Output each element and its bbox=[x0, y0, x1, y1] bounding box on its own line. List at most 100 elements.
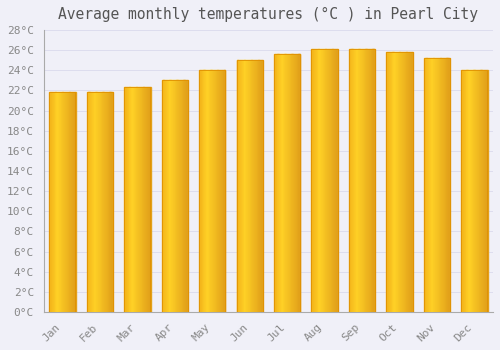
Bar bbox=[165, 80, 166, 312]
Bar bbox=[90, 92, 92, 312]
Title: Average monthly temperatures (°C ) in Pearl City: Average monthly temperatures (°C ) in Pe… bbox=[58, 7, 478, 22]
Bar bbox=[236, 60, 262, 312]
Bar bbox=[148, 88, 149, 312]
Bar bbox=[466, 70, 468, 312]
Bar bbox=[358, 49, 360, 312]
Bar bbox=[184, 80, 186, 312]
Bar bbox=[146, 88, 147, 312]
Bar bbox=[176, 80, 178, 312]
Bar bbox=[477, 70, 478, 312]
Bar bbox=[162, 80, 164, 312]
Bar bbox=[281, 54, 282, 312]
Bar bbox=[442, 58, 443, 312]
Bar bbox=[106, 92, 107, 312]
Bar bbox=[91, 92, 92, 312]
Bar bbox=[142, 88, 144, 312]
Bar bbox=[247, 60, 248, 312]
Bar bbox=[52, 92, 53, 312]
Bar bbox=[372, 49, 374, 312]
Bar bbox=[172, 80, 173, 312]
Bar bbox=[208, 70, 210, 312]
Bar bbox=[242, 60, 243, 312]
Bar bbox=[66, 92, 67, 312]
Bar bbox=[293, 54, 294, 312]
Bar bbox=[200, 70, 201, 312]
Bar bbox=[186, 80, 187, 312]
Bar bbox=[236, 60, 238, 312]
Bar bbox=[370, 49, 372, 312]
Bar bbox=[219, 70, 220, 312]
Bar bbox=[59, 92, 60, 312]
Bar bbox=[290, 54, 292, 312]
Bar bbox=[426, 58, 428, 312]
Bar bbox=[50, 92, 76, 312]
Bar bbox=[403, 52, 404, 312]
Bar bbox=[350, 49, 351, 312]
Bar bbox=[409, 52, 410, 312]
Bar bbox=[105, 92, 106, 312]
Bar bbox=[168, 80, 169, 312]
Bar bbox=[166, 80, 167, 312]
Bar bbox=[256, 60, 258, 312]
Bar bbox=[187, 80, 188, 312]
Bar bbox=[355, 49, 356, 312]
Bar bbox=[202, 70, 203, 312]
Bar bbox=[472, 70, 474, 312]
Bar bbox=[480, 70, 482, 312]
Bar bbox=[60, 92, 61, 312]
Bar bbox=[400, 52, 402, 312]
Bar bbox=[464, 70, 465, 312]
Bar bbox=[354, 49, 355, 312]
Bar bbox=[214, 70, 215, 312]
Bar bbox=[312, 49, 314, 312]
Bar bbox=[463, 70, 464, 312]
Bar bbox=[173, 80, 174, 312]
Bar bbox=[275, 54, 276, 312]
Bar bbox=[256, 60, 257, 312]
Bar bbox=[242, 60, 244, 312]
Bar bbox=[449, 58, 450, 312]
Bar bbox=[261, 60, 262, 312]
Bar bbox=[368, 49, 369, 312]
Bar bbox=[295, 54, 296, 312]
Bar bbox=[444, 58, 445, 312]
Bar bbox=[329, 49, 330, 312]
Bar bbox=[386, 52, 388, 312]
Bar bbox=[125, 88, 126, 312]
Bar bbox=[201, 70, 202, 312]
Bar bbox=[221, 70, 222, 312]
Bar bbox=[314, 49, 315, 312]
Bar bbox=[324, 49, 326, 312]
Bar bbox=[174, 80, 176, 312]
Bar bbox=[366, 49, 368, 312]
Bar bbox=[97, 92, 98, 312]
Bar bbox=[94, 92, 95, 312]
Bar bbox=[404, 52, 406, 312]
Bar bbox=[88, 92, 90, 312]
Bar bbox=[367, 49, 368, 312]
Bar bbox=[164, 80, 166, 312]
Bar bbox=[207, 70, 208, 312]
Bar bbox=[286, 54, 288, 312]
Bar bbox=[315, 49, 316, 312]
Bar bbox=[86, 92, 88, 312]
Bar bbox=[179, 80, 180, 312]
Bar bbox=[398, 52, 400, 312]
Bar bbox=[56, 92, 58, 312]
Bar bbox=[318, 49, 320, 312]
Bar bbox=[99, 92, 100, 312]
Bar bbox=[65, 92, 66, 312]
Bar bbox=[394, 52, 396, 312]
Bar bbox=[252, 60, 254, 312]
Bar bbox=[397, 52, 398, 312]
Bar bbox=[316, 49, 318, 312]
Bar bbox=[334, 49, 335, 312]
Bar bbox=[322, 49, 323, 312]
Bar bbox=[362, 49, 363, 312]
Bar bbox=[213, 70, 214, 312]
Bar bbox=[434, 58, 436, 312]
Bar bbox=[171, 80, 172, 312]
Bar bbox=[126, 88, 127, 312]
Bar bbox=[326, 49, 328, 312]
Bar bbox=[239, 60, 240, 312]
